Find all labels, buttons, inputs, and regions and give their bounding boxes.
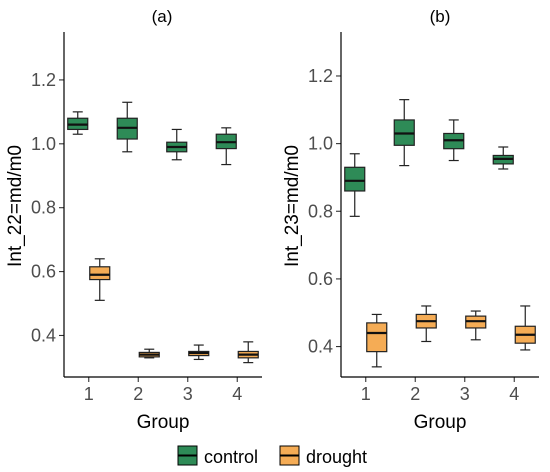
y-tick-label: 1.0 <box>31 134 56 154</box>
legend: control drought <box>177 445 367 467</box>
legend-item-control: control <box>177 445 258 467</box>
panel-a: (a) 0.4 0.6 0.8 1.0 1.2 1 2 3 4 Group Int_22=md/… <box>5 7 262 433</box>
x-tick-label: 4 <box>232 384 242 404</box>
y-axis-title: Int_23=md/m0 <box>282 145 303 267</box>
x-axis-title: Group <box>414 412 467 433</box>
box-drought-group-3 <box>465 310 487 341</box>
y-tick-label: 0.6 <box>31 262 56 282</box>
box-drought-group-4 <box>514 305 536 351</box>
box-control-group-3 <box>443 119 465 162</box>
y-tick-label: 0.8 <box>308 201 333 221</box>
box-drought-group-4 <box>237 341 259 364</box>
x-tick-label: 3 <box>183 384 193 404</box>
y-ticks: 0.4 0.6 0.8 1.0 1.2 1 2 3 4 <box>308 66 519 404</box>
box-iqr <box>89 266 111 281</box>
x-tick-label: 1 <box>361 384 371 404</box>
y-tick-label: 0.8 <box>31 198 56 218</box>
box-drought-group-1 <box>89 258 111 301</box>
y-tick-label: 1.0 <box>308 134 333 154</box>
panel-title: (a) <box>152 7 173 26</box>
panel-title: (b) <box>430 7 451 26</box>
x-tick-label: 3 <box>460 384 470 404</box>
y-tick-label: 1.2 <box>31 70 56 90</box>
box-drought-group-2 <box>138 348 160 359</box>
y-tick-label: 0.6 <box>308 269 333 289</box>
box-control-group-3 <box>166 128 188 161</box>
x-axis-title: Group <box>137 412 190 433</box>
box-iqr <box>366 322 388 353</box>
x-tick-label: 2 <box>410 384 420 404</box>
box-drought-group-3 <box>188 344 210 361</box>
box-control-group-1 <box>344 153 366 217</box>
y-tick-label: 0.4 <box>308 337 333 357</box>
box-drought-group-2 <box>415 305 437 343</box>
legend-item-drought: drought <box>279 445 367 467</box>
legend-label-drought: drought <box>306 447 367 467</box>
box-control-group-1 <box>67 111 89 135</box>
box-control-group-2 <box>393 99 415 167</box>
panel-b: (b) 0.4 0.6 0.8 1.0 1.2 1 2 3 4 Group Int_23=md/… <box>282 7 539 433</box>
box-iqr <box>344 166 366 192</box>
y-ticks: 0.4 0.6 0.8 1.0 1.2 1 2 3 4 <box>31 70 242 404</box>
y-tick-label: 1.2 <box>308 66 333 86</box>
box-control-group-4 <box>215 127 237 166</box>
boxplots <box>344 99 536 368</box>
x-tick-label: 2 <box>133 384 143 404</box>
y-axis-title: Int_22=md/m0 <box>5 145 26 267</box>
box-drought-group-1 <box>366 313 388 368</box>
y-tick-label: 0.4 <box>31 325 56 345</box>
boxplots <box>67 101 259 364</box>
legend-label-control: control <box>204 447 258 467</box>
x-tick-label: 4 <box>509 384 519 404</box>
box-control-group-2 <box>116 101 138 153</box>
x-tick-label: 1 <box>84 384 94 404</box>
box-control-group-4 <box>492 146 514 170</box>
